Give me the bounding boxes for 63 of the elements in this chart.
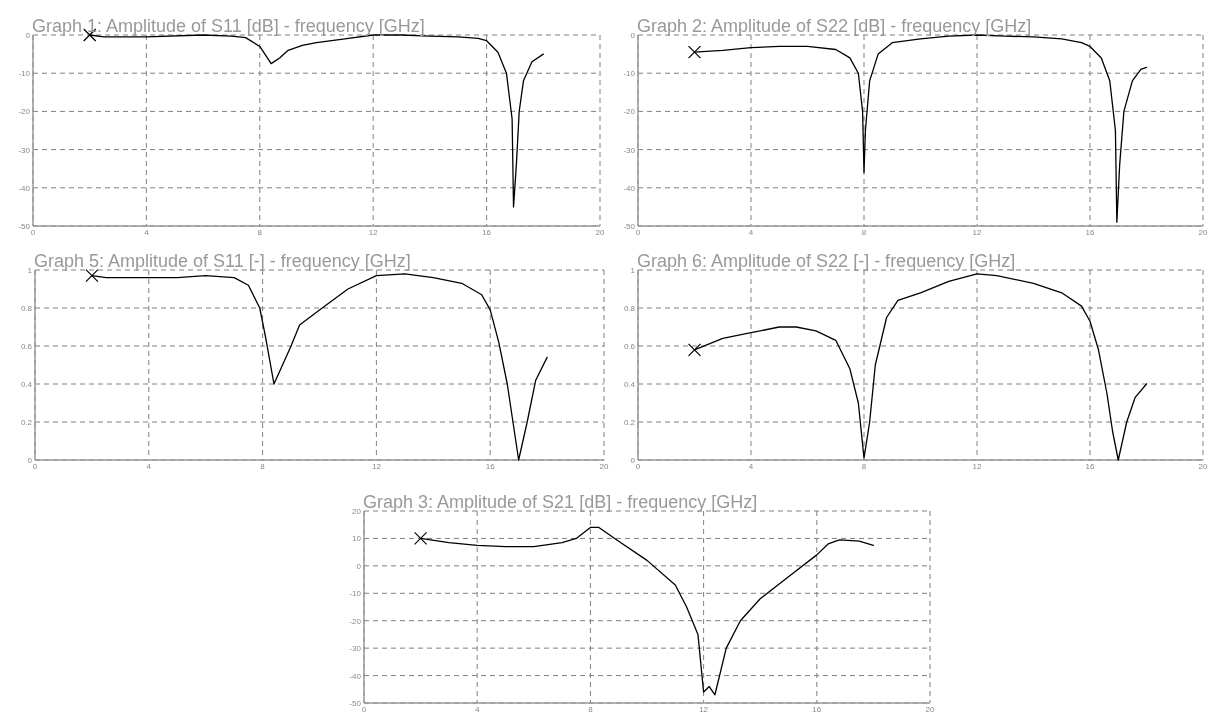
y-tick-label: 0 xyxy=(25,31,31,40)
y-tick-label: -10 xyxy=(623,69,636,79)
x-tick-label: 20 xyxy=(1198,462,1208,471)
chart-title: Graph 5: Amplitude of S11 [-] - frequency [GHz] xyxy=(34,251,411,271)
x-tick-label: 8 xyxy=(588,705,594,713)
y-tick-label: 0.4 xyxy=(623,380,636,389)
x-tick-label: 8 xyxy=(257,228,263,237)
x-tick-label: 12 xyxy=(368,228,379,237)
chart-title: Graph 1: Amplitude of S11 [dB] - frequency [GHz] xyxy=(32,16,425,36)
y-tick-label: -20 xyxy=(349,616,362,626)
y-tick-label: 0.6 xyxy=(20,342,33,351)
x-tick-label: 8 xyxy=(260,462,266,471)
x-tick-label: 4 xyxy=(144,228,150,237)
x-tick-label: 12 xyxy=(699,705,709,713)
y-tick-label: 0.2 xyxy=(623,418,636,427)
y-tick-label: 0 xyxy=(630,31,636,40)
chart-title: Graph 6: Amplitude of S22 [-] - frequency [GHz] xyxy=(637,251,1016,271)
x-tick-label: 16 xyxy=(482,228,492,237)
x-tick-label: 0 xyxy=(361,705,367,713)
y-tick-label: 1 xyxy=(630,266,636,275)
x-tick-label: 8 xyxy=(861,462,867,471)
y-tick-label: 1 xyxy=(27,266,33,275)
x-tick-label: 20 xyxy=(925,705,935,713)
y-tick-label: 0.6 xyxy=(623,342,636,351)
x-tick-label: 12 xyxy=(371,462,382,471)
x-tick-label: 16 xyxy=(485,462,496,471)
y-tick-label: 0.2 xyxy=(20,418,33,427)
x-tick-label: 16 xyxy=(1085,228,1095,237)
x-tick-label: 12 xyxy=(972,462,982,471)
x-tick-label: 4 xyxy=(748,462,754,471)
x-tick-label: 8 xyxy=(861,228,867,237)
y-tick-label: 0 xyxy=(630,456,636,465)
y-tick-label: 10 xyxy=(352,534,362,544)
y-tick-label: 0 xyxy=(27,456,33,465)
y-tick-label: -40 xyxy=(349,671,362,681)
y-tick-label: -30 xyxy=(623,145,636,155)
y-tick-label: -50 xyxy=(349,699,362,708)
x-tick-label: 20 xyxy=(595,228,605,237)
x-tick-label: 12 xyxy=(972,228,982,237)
chart-title: Graph 3: Amplitude of S21 [dB] - frequency [GHz] xyxy=(363,492,758,512)
x-tick-label: 4 xyxy=(146,462,152,471)
y-tick-label: -50 xyxy=(18,222,31,231)
y-tick-label: 0.8 xyxy=(20,304,33,313)
y-tick-label: -40 xyxy=(18,183,31,193)
y-tick-label: -20 xyxy=(623,107,636,117)
y-tick-label: -20 xyxy=(18,107,31,117)
y-tick-label: 0 xyxy=(356,561,362,571)
y-tick-label: -40 xyxy=(623,183,636,193)
y-tick-label: -10 xyxy=(349,589,362,599)
chart-title: Graph 2: Amplitude of S22 [dB] - frequency [GHz] xyxy=(637,16,1032,36)
y-tick-label: -30 xyxy=(18,145,31,155)
y-tick-label: -10 xyxy=(18,69,31,79)
x-tick-label: 4 xyxy=(748,228,754,237)
y-tick-label: -50 xyxy=(623,222,636,231)
x-tick-label: 20 xyxy=(1198,228,1208,237)
x-tick-label: 16 xyxy=(1085,462,1095,471)
y-tick-label: -30 xyxy=(349,644,362,654)
x-tick-label: 16 xyxy=(812,705,822,713)
x-tick-label: 4 xyxy=(474,705,480,713)
y-tick-label: 0.4 xyxy=(20,380,33,389)
x-tick-label: 20 xyxy=(599,462,609,471)
y-tick-label: 0.8 xyxy=(623,304,636,313)
y-tick-label: 20 xyxy=(352,507,362,516)
